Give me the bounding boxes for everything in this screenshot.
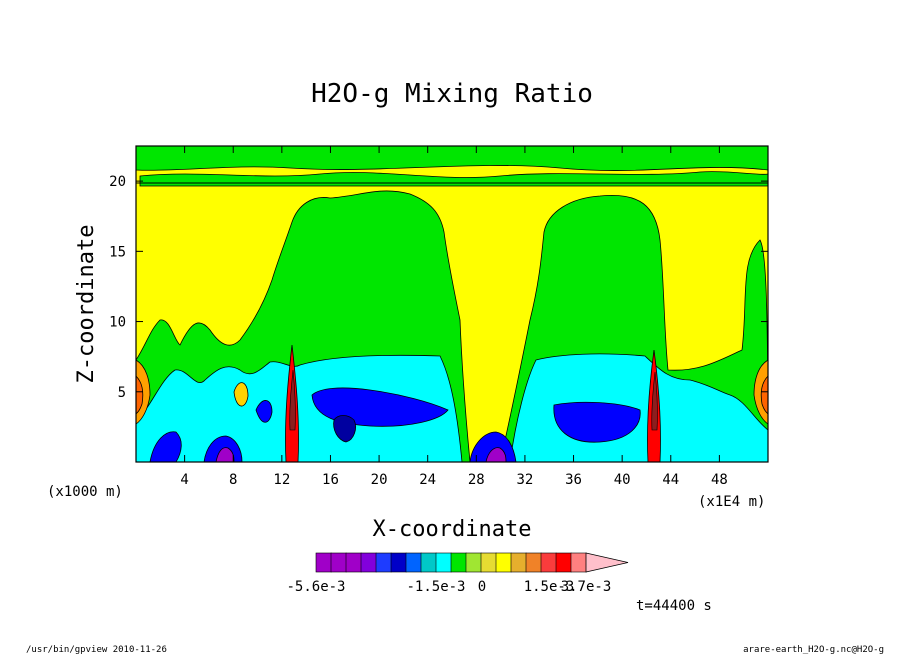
time-label: t=44400 s xyxy=(636,598,712,614)
x-tick-label: 4 xyxy=(180,472,188,488)
colorbar-label: -1.5e-3 xyxy=(406,579,465,595)
colorbar-swatch xyxy=(480,552,497,573)
colorbar-swatch xyxy=(315,552,332,573)
colorbar-label: 1.5e-3 xyxy=(524,579,575,595)
colorbar-swatch xyxy=(345,552,362,573)
x-tick-label: 40 xyxy=(614,472,631,488)
colorbar-swatch xyxy=(510,552,527,573)
x-tick-label: 20 xyxy=(371,472,388,488)
colorbar-swatch xyxy=(435,552,452,573)
x-tick-label: 48 xyxy=(711,472,728,488)
colorbar-label: 0 xyxy=(478,579,486,595)
colorbar-swatch xyxy=(465,552,482,573)
plot-frame xyxy=(135,145,769,463)
colorbar xyxy=(315,552,629,573)
colorbar-label: -5.6e-3 xyxy=(286,579,345,595)
y-tick-label: 20 xyxy=(109,174,126,190)
colorbar-swatch xyxy=(555,552,572,573)
colorbar-swatch xyxy=(495,552,512,573)
x-tick-label: 12 xyxy=(273,472,290,488)
y-tick-label: 5 xyxy=(118,385,126,401)
x-tick-label: 16 xyxy=(322,472,339,488)
colorbar-swatch xyxy=(375,552,392,573)
colorbar-swatch xyxy=(360,552,377,573)
footer-right: arare-earth_H2O-g.nc@H2O-g xyxy=(743,645,884,654)
x-ticks: 4 8 12 16 20 24 28 32 36 40 44 48 xyxy=(180,146,728,488)
contour-field xyxy=(136,146,768,462)
colorbar-labels: -5.6e-3 -1.5e-3 0 1.5e-33.7e-3 xyxy=(286,579,611,595)
x-unit-right: (x1E4 m) xyxy=(698,494,765,510)
x-tick-label: 32 xyxy=(516,472,533,488)
y-tick-label: 10 xyxy=(109,315,126,331)
colorbar-swatch xyxy=(390,552,407,573)
y-tick-label: 15 xyxy=(109,244,126,260)
colorbar-swatch xyxy=(525,552,542,573)
chart-title: H2O-g Mixing Ratio xyxy=(311,79,593,109)
x-tick-label: 36 xyxy=(565,472,582,488)
x-tick-label: 24 xyxy=(419,472,436,488)
x-tick-label: 8 xyxy=(229,472,237,488)
colorbar-swatch xyxy=(450,552,467,573)
x-tick-label: 28 xyxy=(468,472,485,488)
x-tick-label: 44 xyxy=(662,472,679,488)
colorbar-swatch xyxy=(420,552,437,573)
x-unit-left: (x1000 m) xyxy=(47,484,123,500)
colorbar-extend xyxy=(585,552,629,573)
x-axis-label: X-coordinate xyxy=(373,517,532,542)
colorbar-swatch xyxy=(540,552,557,573)
y-ticks: 5 10 15 20 xyxy=(109,174,768,401)
y-axis-label: Z-coordinate xyxy=(74,225,99,384)
footer-left: /usr/bin/gpview 2010-11-26 xyxy=(26,645,167,654)
colorbar-label: 3.7e-3 xyxy=(561,579,612,595)
colorbar-swatch xyxy=(330,552,347,573)
colorbar-swatch xyxy=(570,552,587,573)
colorbar-swatch xyxy=(405,552,422,573)
